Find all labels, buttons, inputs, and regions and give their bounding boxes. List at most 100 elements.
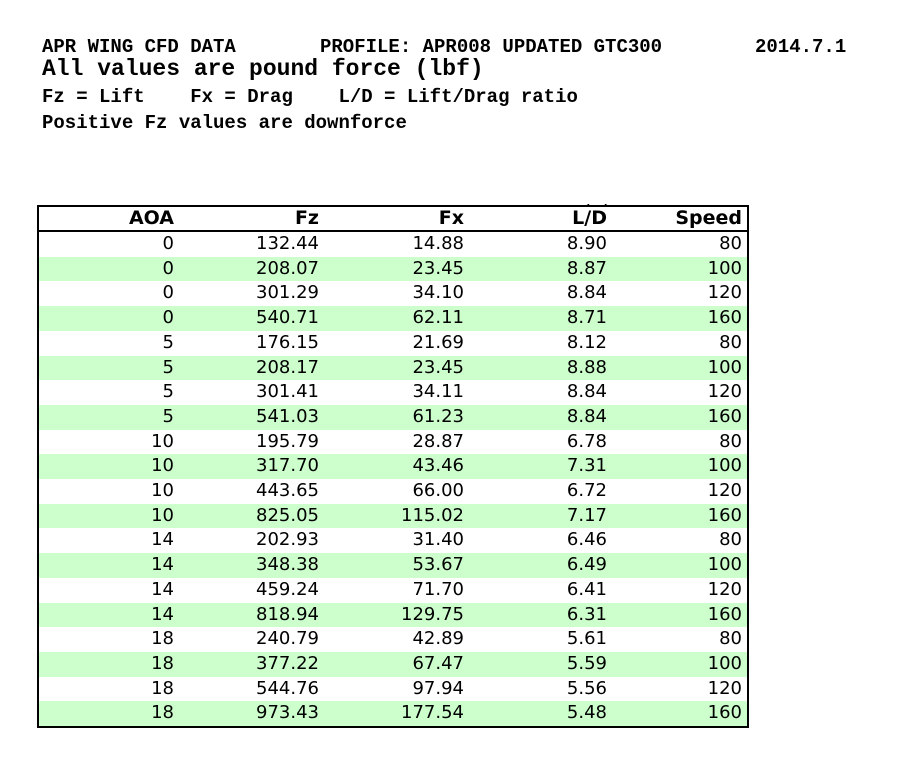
table-cell: 18 — [38, 701, 179, 728]
table-cell: 317.70 — [179, 454, 324, 480]
table-cell: 6.31 — [469, 602, 612, 628]
table-row: 18 240.79 42.89 5.61 80 — [38, 627, 748, 652]
table-cell: 8.84 — [469, 404, 612, 430]
table-cell: 6.72 — [566, 480, 607, 502]
table-cell: 120 — [707, 480, 742, 502]
table-cell: 7.17 — [469, 503, 612, 529]
table-cell: 540.71 — [179, 306, 324, 331]
table-cell: 34.11 — [412, 381, 464, 403]
table-cell: 10 — [38, 454, 179, 480]
table-cell: 208.17 — [179, 355, 324, 381]
table-cell: 10 — [151, 430, 174, 452]
table-row: 10 443.65 66.00 6.72 120 — [38, 479, 748, 504]
table-row: 5 208.17 23.45 8.88 100 — [38, 355, 748, 381]
table-cell: 34.10 — [412, 282, 464, 304]
table-cell: 23.45 — [324, 256, 469, 282]
table-cell: 160 — [612, 701, 748, 728]
table-cell: 8.90 — [566, 233, 607, 254]
column-header-fx: Fx — [324, 206, 469, 232]
table-cell: 301.41 — [256, 381, 319, 403]
table-cell: 7.31 — [469, 454, 612, 480]
table-cell: 8.87 — [469, 256, 612, 282]
table-row: 5 541.03 61.23 8.84 160 — [38, 404, 748, 430]
table-cell: 176.15 — [256, 331, 319, 353]
table-cell: 61.23 — [324, 404, 469, 430]
table-cell: 301.29 — [256, 282, 319, 304]
table-cell: 6.49 — [469, 553, 612, 578]
table-cell: 14.88 — [412, 233, 464, 254]
table-cell: 5.56 — [566, 677, 607, 699]
table-cell: 18 — [151, 628, 174, 650]
table-cell: 8.84 — [566, 282, 607, 304]
document-title: APR WING CFD DATA — [42, 36, 236, 58]
table-cell: 443.65 — [256, 480, 319, 502]
table-cell: 177.54 — [324, 701, 469, 728]
table-cell: 8.12 — [566, 331, 607, 353]
table-cell: 6.41 — [566, 578, 607, 600]
table-body: 0 132.44 14.88 8.90 80 0 208.07 23.45 8.87 100 0 30… — [38, 231, 748, 728]
units-subtitle: All values are pound force (lbf) — [42, 56, 484, 82]
table-cell: 115.02 — [324, 503, 469, 529]
column-header-aoa: AOA — [38, 206, 179, 232]
table-cell: 5.59 — [469, 651, 612, 677]
table-cell: 348.38 — [179, 553, 324, 578]
table-cell: 21.69 — [412, 331, 464, 353]
table-cell: 129.75 — [324, 602, 469, 628]
table-cell: 825.05 — [179, 503, 324, 529]
table-cell: 100 — [612, 355, 748, 381]
table-row: 0 540.71 62.11 8.71 160 — [38, 306, 748, 331]
cfd-table-container: AOA Fz Fx L/D Speed 0 132.44 14.88 8.90 80 0 208.0… — [37, 205, 749, 729]
table-cell: 53.67 — [324, 553, 469, 578]
document-title-row: APR WING CFD DATA PROFILE: APR008 UPDATE… — [0, 36, 910, 58]
table-cell: 100 — [612, 553, 748, 578]
table-cell: 80 — [719, 233, 742, 254]
table-cell: 5.48 — [469, 701, 612, 728]
table-cell: 195.79 — [256, 430, 319, 452]
table-row: 10 825.05 115.02 7.17 160 — [38, 503, 748, 529]
table-row: 0 301.29 34.10 8.84 120 — [38, 281, 748, 306]
table-cell: 80 — [719, 529, 742, 551]
table-cell: 43.46 — [324, 454, 469, 480]
table-cell: 80 — [719, 628, 742, 650]
table-cell: 18 — [38, 651, 179, 677]
table-cell: 14 — [38, 602, 179, 628]
table-cell: 132.44 — [256, 233, 319, 254]
table-row: 14 818.94 129.75 6.31 160 — [38, 602, 748, 628]
table-cell: 66.00 — [412, 480, 464, 502]
table-cell: 5 — [162, 381, 174, 403]
table-cell: 0 — [162, 282, 174, 304]
table-cell: 459.24 — [256, 578, 319, 600]
table-cell: 0 — [38, 306, 179, 331]
table-cell: 160 — [612, 503, 748, 529]
table-cell: 31.40 — [412, 529, 464, 551]
abbreviation-legend: Fz = Lift Fx = Drag L/D = Lift/Drag rati… — [42, 86, 578, 108]
table-cell: 160 — [612, 306, 748, 331]
table-cell: 42.89 — [412, 628, 464, 650]
table-cell: 28.87 — [412, 430, 464, 452]
table-cell: 67.47 — [324, 651, 469, 677]
table-cell: 100 — [612, 256, 748, 282]
table-row: 18 973.43 177.54 5.48 160 — [38, 701, 748, 728]
table-header: AOA Fz Fx L/D Speed — [38, 206, 748, 232]
table-cell: 71.70 — [412, 578, 464, 600]
table-cell: 544.76 — [256, 677, 319, 699]
table-row: 14 459.24 71.70 6.41 120 — [38, 578, 748, 603]
table-cell: 100 — [612, 454, 748, 480]
table-cell: 120 — [707, 381, 742, 403]
table-cell: 208.07 — [179, 256, 324, 282]
table-cell: 377.22 — [179, 651, 324, 677]
table-cell: 10 — [151, 480, 174, 502]
table-cell: 8.71 — [469, 306, 612, 331]
column-header-l-d: L/D — [469, 206, 612, 232]
table-row: 0 132.44 14.88 8.90 80 — [38, 231, 748, 257]
table-cell: 5.61 — [566, 628, 607, 650]
table-cell: 8.88 — [469, 355, 612, 381]
table-cell: 160 — [612, 602, 748, 628]
table-cell: 120 — [707, 282, 742, 304]
table-cell: 14 — [151, 578, 174, 600]
table-row: 10 317.70 43.46 7.31 100 — [38, 454, 748, 480]
table-cell: 18 — [151, 677, 174, 699]
table-row: 14 348.38 53.67 6.49 100 — [38, 553, 748, 578]
downforce-note: Positive Fz values are downforce — [42, 112, 407, 134]
